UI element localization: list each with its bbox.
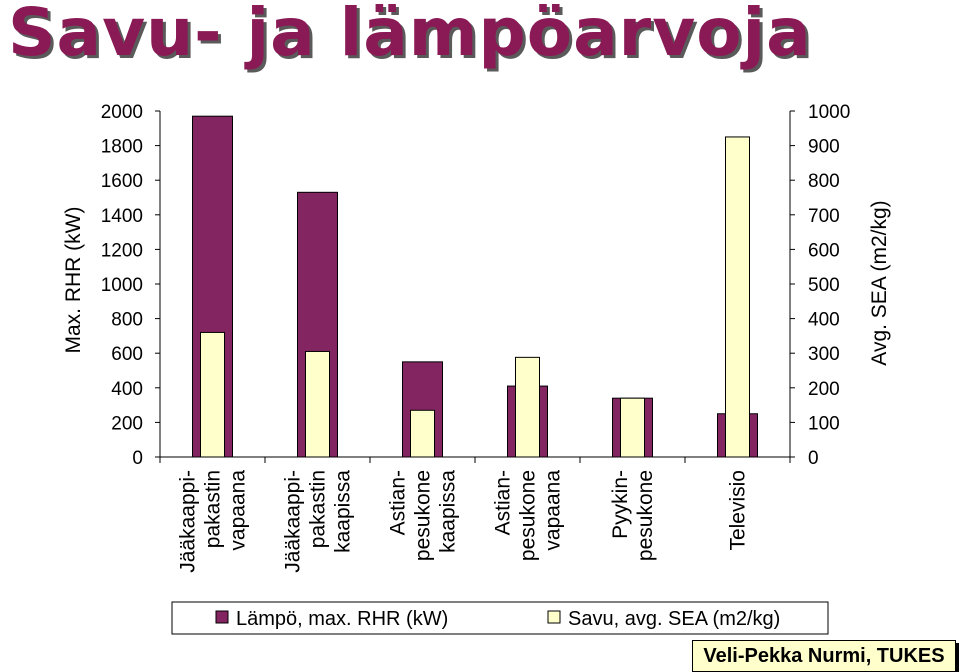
category-label: vapaana <box>227 470 250 551</box>
category-label: vapaana <box>542 470 565 551</box>
left-tick-label: 2000 <box>101 102 143 123</box>
right-tick-label: 900 <box>808 137 840 158</box>
smoke-bar <box>305 350 330 458</box>
legend-box <box>171 601 829 635</box>
category-label: Astian- <box>387 470 410 535</box>
left-tick-label: 1400 <box>101 206 143 227</box>
category-label: pesukone <box>412 470 435 561</box>
category-label: pesukone <box>517 470 540 561</box>
category-label: pakastin <box>202 470 225 548</box>
smoke-bar <box>620 397 645 458</box>
category-label: Pyykin- <box>609 470 632 539</box>
author-credit: Veli-Pekka Nurmi, TUKES <box>692 640 956 672</box>
category-label: kaapissa <box>332 470 355 553</box>
left-tick-label: 0 <box>132 448 143 469</box>
right-tick-label: 0 <box>808 448 819 469</box>
category-label: Jääkaappi- <box>282 470 305 573</box>
right-tick-label: 100 <box>808 413 840 434</box>
right-tick-label: 600 <box>808 240 840 261</box>
category-label: kaapissa <box>437 470 460 553</box>
legend-label-smoke: Savu, avg. SEA (m2/kg) <box>568 608 780 630</box>
smoke-bar <box>725 136 750 458</box>
category-label: pakastin <box>307 470 330 548</box>
left-tick-label: 1000 <box>101 275 143 296</box>
legend-swatch-smoke <box>547 610 561 624</box>
right-tick-label: 800 <box>808 171 840 192</box>
right-tick-label: 500 <box>808 275 840 296</box>
right-tick-label: 1000 <box>808 102 850 123</box>
legend-swatch-heat <box>215 610 229 624</box>
left-tick-label: 600 <box>111 344 143 365</box>
y-axis-title: Max. RHR (kW) <box>62 207 85 354</box>
dual-axis-bar-chart: 0 200 400 600 800 1000 1200 1400 1600 1800 2000 0 10… <box>62 102 891 635</box>
legend-label-heat: Lämpö, max. RHR (kW) <box>236 608 448 630</box>
right-tick-label: 200 <box>808 379 840 400</box>
left-tick-label: 400 <box>111 379 143 400</box>
category-label: Jääkaappi- <box>177 470 200 573</box>
left-tick-label: 1600 <box>101 171 143 192</box>
right-tick-label: 400 <box>808 310 840 331</box>
category-label: Televisio <box>727 470 750 551</box>
category-label: Astian- <box>492 470 515 535</box>
right-tick-label: 700 <box>808 206 840 227</box>
left-tick-label: 1800 <box>101 137 143 158</box>
left-tick-label: 200 <box>111 413 143 434</box>
left-tick-label: 1200 <box>101 240 143 261</box>
smoke-bar <box>200 331 225 458</box>
category-label: pesukone <box>634 470 657 561</box>
y2-axis-title: Avg. SEA (m2/kg) <box>868 200 891 365</box>
right-tick-label: 300 <box>808 344 840 365</box>
left-tick-label: 800 <box>111 310 143 331</box>
smoke-bar <box>410 409 435 458</box>
smoke-bar <box>515 356 540 458</box>
page-title: Savu- ja lämpöarvoja <box>8 0 812 71</box>
